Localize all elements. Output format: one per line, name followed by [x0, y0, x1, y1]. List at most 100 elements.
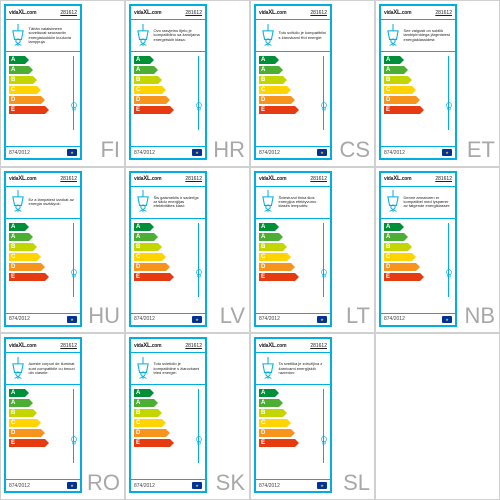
card-header: vidaXL.com 281612 [131, 6, 205, 20]
card-icon-row: Šviestuvui tinka šios energijos efektyvu… [256, 187, 330, 219]
card-description: Denne armaturen er kompatibel med lyspær… [403, 196, 453, 209]
energy-bar: E [9, 439, 77, 447]
card-footer: 874/2012 ★ [381, 313, 455, 325]
card-header: vidaXL.com 281612 [381, 173, 455, 187]
brand-logo: vidaXL.com [9, 176, 36, 182]
card-header: vidaXL.com 281612 [131, 339, 205, 353]
energy-bar: D [134, 429, 202, 437]
energy-label-card: vidaXL.com 281612 Ovo rasvjetno tijelo j… [129, 4, 207, 160]
card-footer: 874/2012 ★ [6, 146, 80, 158]
pendant-lamp-icon [134, 357, 152, 381]
brand-logo: vidaXL.com [259, 10, 286, 16]
card-header: vidaXL.com 281612 [6, 173, 80, 187]
energy-label-card: vidaXL.com 281612 Šis gaismeklis ir sade… [129, 171, 207, 327]
eu-flag-icon: ★ [192, 149, 202, 156]
energy-bar: E [9, 106, 77, 114]
card-footer: 874/2012 ★ [256, 146, 330, 158]
energy-letter: A [11, 57, 15, 63]
regulation-text: 874/2012 [9, 150, 30, 156]
lamp-small-icon [195, 269, 203, 279]
energy-bar: E [9, 273, 77, 281]
pendant-lamp-icon [259, 24, 277, 48]
energy-bar: D [134, 263, 202, 271]
energy-bar: C [259, 86, 327, 94]
energy-letter: D [261, 264, 265, 270]
energy-letter: C [261, 420, 265, 426]
energy-bar: A [259, 399, 327, 407]
chart-divider [323, 56, 324, 130]
energy-letter: A [136, 390, 140, 396]
energy-letter: A [11, 224, 15, 230]
energy-label-card: vidaXL.com 281612 Ez a lámpatest izzókat… [4, 171, 82, 327]
energy-bar: E [259, 106, 327, 114]
energy-letter: A [261, 400, 265, 406]
energy-letter: B [136, 244, 140, 250]
energy-bar: A [134, 233, 202, 241]
card-icon-row: Šis gaismeklis ir saderīgs ar šādu enerģ… [131, 187, 205, 219]
energy-letter: C [261, 254, 265, 260]
lamp-small-icon [70, 102, 78, 112]
card-description: Ez a lámpatest izzókat az energia osztál… [28, 198, 78, 207]
energy-letter: E [11, 274, 15, 280]
lamp-small-icon [445, 102, 453, 112]
energy-bar: B [259, 243, 327, 251]
energy-bar: A [134, 66, 202, 74]
energy-label-card: vidaXL.com 281612 Tähän valaisimeen sove… [4, 4, 82, 160]
energy-label-card: vidaXL.com 281612 Aceste corpuri de ilum… [4, 337, 82, 493]
eu-flag-icon: ★ [67, 316, 77, 323]
regulation-text: 874/2012 [384, 316, 405, 322]
product-code: 281612 [60, 10, 77, 16]
regulation-text: 874/2012 [134, 150, 155, 156]
energy-label-card: vidaXL.com 281612 Šviestuvui tinka šios … [254, 171, 332, 327]
language-code: ET [467, 137, 495, 163]
brand-logo: vidaXL.com [259, 176, 286, 182]
energy-chart: A A B C D [256, 219, 330, 313]
energy-bar: A [384, 56, 452, 64]
chart-divider [73, 223, 74, 297]
eu-flag-icon: ★ [317, 316, 327, 323]
energy-letter: D [11, 97, 15, 103]
card-footer: 874/2012 ★ [131, 479, 205, 491]
grid-cell: vidaXL.com 281612 Ta svetilka je združlj… [250, 333, 375, 500]
product-code: 281612 [185, 176, 202, 182]
energy-letter: E [386, 107, 390, 113]
energy-bar: E [134, 273, 202, 281]
energy-letter: B [261, 244, 265, 250]
energy-letter: C [11, 420, 15, 426]
energy-letter: B [11, 244, 15, 250]
language-code: LT [346, 303, 370, 329]
energy-letter: A [11, 390, 15, 396]
energy-letter: D [261, 97, 265, 103]
grid-cell: vidaXL.com 281612 See valgusti on sobili… [375, 0, 500, 167]
language-code: HU [88, 303, 120, 329]
card-description: Ta svetilka je združljiva z žarnicami en… [278, 362, 328, 375]
energy-bar: A [259, 66, 327, 74]
eu-flag-icon: ★ [317, 482, 327, 489]
regulation-text: 874/2012 [9, 483, 30, 489]
energy-letter: B [136, 410, 140, 416]
energy-bar: C [9, 419, 77, 427]
lamp-small-icon [70, 436, 78, 446]
pendant-lamp-icon [9, 190, 27, 214]
grid-cell: vidaXL.com 281612 Tähän valaisimeen sove… [0, 0, 125, 167]
card-description: Tähän valaisimeen soveltuvat seuraaviin … [28, 27, 78, 45]
energy-letter: E [261, 107, 265, 113]
energy-letter: B [386, 244, 390, 250]
energy-bar: A [9, 399, 77, 407]
card-description: Šviestuvui tinka šios energijos efektyvu… [278, 196, 328, 209]
product-code: 281612 [185, 343, 202, 349]
pendant-lamp-icon [134, 190, 152, 214]
energy-letter: B [386, 77, 390, 83]
energy-letter: C [136, 254, 140, 260]
energy-bar: A [134, 56, 202, 64]
grid-cell: vidaXL.com 281612 Toto svietidlo je komp… [125, 333, 250, 500]
energy-bar: C [134, 86, 202, 94]
energy-bar: A [259, 233, 327, 241]
energy-chart: A A B C D [256, 385, 330, 479]
regulation-text: 874/2012 [384, 150, 405, 156]
pendant-lamp-icon [384, 190, 402, 214]
eu-flag-icon: ★ [442, 316, 452, 323]
energy-letter: E [11, 107, 15, 113]
energy-bar: B [9, 76, 77, 84]
card-description: See valgusti on sobilik lambipirnidega j… [403, 29, 453, 42]
